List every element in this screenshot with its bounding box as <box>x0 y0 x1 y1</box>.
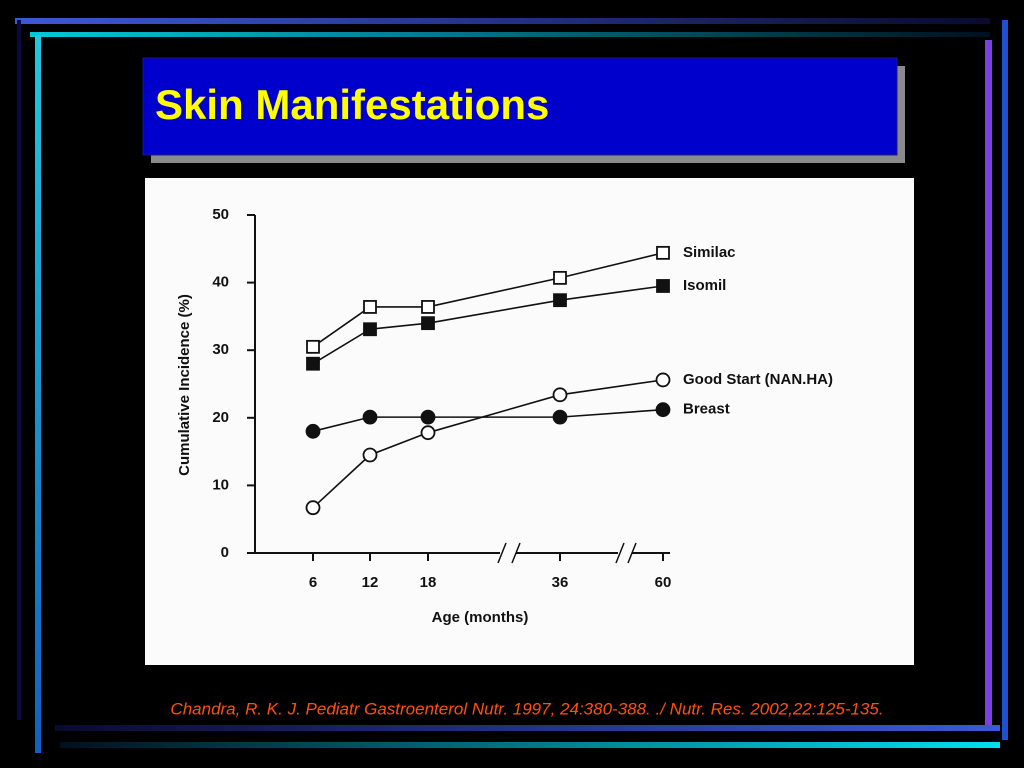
chart-panel <box>145 178 914 665</box>
decor-line <box>985 40 992 730</box>
marker <box>362 447 378 463</box>
y-tick-label: 0 <box>221 544 229 561</box>
y-tick-label: 40 <box>212 274 229 291</box>
decor-line <box>55 725 1000 731</box>
marker <box>655 372 671 388</box>
marker <box>305 500 321 516</box>
decor-line <box>30 32 990 37</box>
x-tick-label: 18 <box>420 574 437 591</box>
marker <box>420 425 436 441</box>
marker <box>305 423 321 439</box>
marker <box>363 300 377 314</box>
marker <box>363 322 377 337</box>
marker <box>306 356 320 371</box>
x-tick-label: 36 <box>552 574 569 591</box>
marker <box>420 409 436 425</box>
legend-label: Similac <box>683 244 736 261</box>
marker <box>552 409 568 425</box>
marker <box>656 245 670 260</box>
marker <box>553 293 567 308</box>
marker <box>421 316 435 331</box>
x-axis-title: Age (months) <box>432 609 529 626</box>
marker <box>656 279 670 293</box>
decor-line <box>1002 20 1008 740</box>
marker <box>362 409 378 425</box>
legend-label: Good Start (NAN.HA) <box>683 371 833 388</box>
x-tick-label: 6 <box>309 574 317 591</box>
legend-label: Isomil <box>683 277 726 294</box>
marker <box>306 339 320 354</box>
marker <box>421 300 435 314</box>
y-tick-label: 10 <box>212 476 229 493</box>
decor-line <box>17 20 21 720</box>
x-tick-label: 12 <box>362 574 379 591</box>
axis-break <box>497 542 637 564</box>
decor-line <box>60 742 1000 748</box>
y-tick-label: 20 <box>212 409 229 426</box>
marker <box>552 387 568 403</box>
plot: 0 10 20 30 40 50 6 12 18 36 60 Age (months) Cumulati… <box>176 206 833 626</box>
y-axis-title: Cumulative Incidence (%) <box>176 294 193 476</box>
marker <box>655 402 671 418</box>
x-tick-label: 60 <box>655 574 672 591</box>
marker <box>553 270 567 285</box>
citation: Chandra, R. K. J. Pediatr Gastroenterol … <box>170 699 883 718</box>
decor-line <box>15 18 990 24</box>
y-tick-label: 30 <box>212 341 229 358</box>
legend-label: Breast <box>683 401 730 418</box>
y-tick-label: 50 <box>212 206 229 223</box>
slide-title: Skin Manifestations <box>155 81 549 128</box>
title-box <box>142 57 898 156</box>
decor-line <box>35 35 41 753</box>
